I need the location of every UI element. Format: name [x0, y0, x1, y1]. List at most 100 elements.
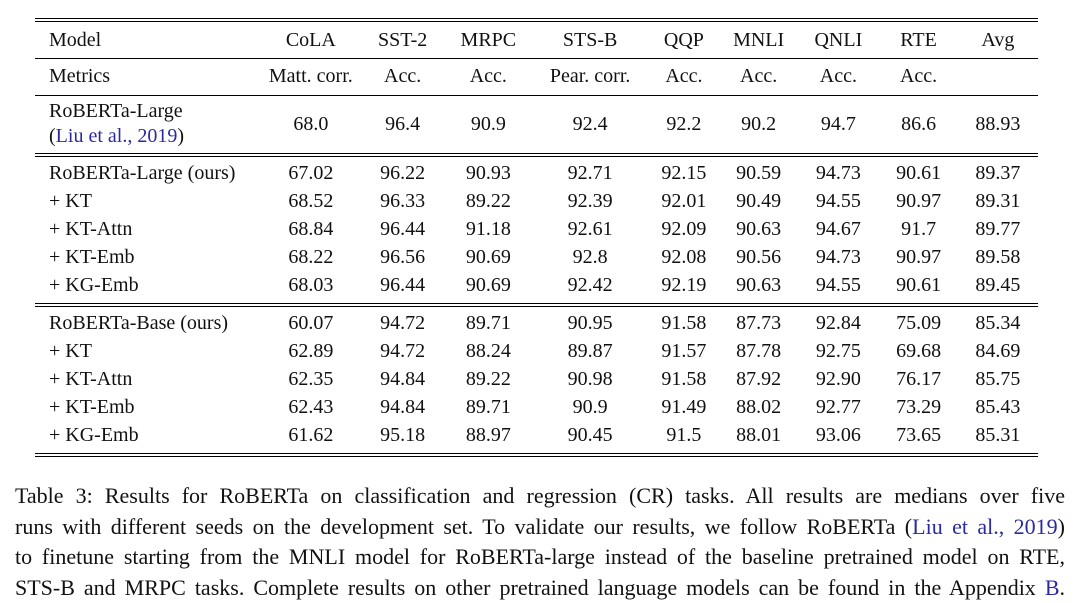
value-cell: 92.90: [815, 368, 861, 390]
value-cell: 68.52: [288, 190, 334, 212]
caption-text: runs with different seeds on the develop…: [15, 513, 913, 539]
table-row: + KT-Emb 68.22 96.56 90.69 92.8 92.08 90.56 94.…: [35, 244, 1038, 272]
caption-line: Table 3: Results for RoBERTa on classifi…: [15, 481, 1065, 512]
table-row: RoBERTa-Base (ours) 60.07 94.72 89.71 90.95 9…: [35, 305, 1038, 338]
model-name: + KG-Emb: [49, 274, 139, 296]
value-cell: 61.62: [288, 424, 334, 446]
value-cell: 96.56: [380, 246, 426, 268]
value-cell: 93.06: [815, 424, 861, 446]
table-row: + KG-Emb 61.62 95.18 88.97 90.45 91.5 88.01 93.…: [35, 422, 1038, 456]
value-cell: 94.84: [380, 396, 426, 418]
value-cell: 90.69: [465, 274, 511, 296]
metric-header: Pear. corr.: [549, 65, 631, 87]
value-cell: 60.07: [288, 312, 334, 334]
value-cell: 88.93: [975, 112, 1021, 135]
value-cell: 91.58: [661, 312, 707, 334]
value-cell: 90.9: [572, 396, 608, 418]
value-cell: 92.19: [661, 274, 707, 296]
value-cell: 91.57: [661, 340, 707, 362]
value-cell: 96.4: [385, 112, 421, 135]
model-column-header: Model: [49, 29, 102, 51]
column-header-sts-b: STS-B: [562, 29, 618, 51]
value-cell: 90.98: [567, 368, 613, 390]
model-cell: + KT-Emb: [35, 394, 261, 422]
model-cell: RoBERTa-Base (ours): [35, 305, 261, 338]
value-cell: 62.43: [288, 396, 334, 418]
model-cell: + KG-Emb: [35, 422, 261, 456]
citation-link[interactable]: Liu et al., 2019: [55, 125, 178, 147]
value-cell: 94.55: [815, 274, 861, 296]
value-cell: 94.72: [380, 312, 426, 334]
model-cell: RoBERTa-Large (ours): [35, 155, 261, 188]
metrics-row: Metrics Matt. corr. Acc. Acc. Pear. corr. Ac…: [35, 59, 1038, 96]
column-header-qqp: QQP: [663, 29, 704, 51]
model-name: + KT: [49, 340, 92, 362]
value-cell: 90.69: [465, 246, 511, 268]
table-row: + KT 62.89 94.72 88.24 89.87 91.57 87.78 92.75 6…: [35, 338, 1038, 366]
value-cell: 90.93: [465, 162, 511, 184]
table-row: + KT-Attn 62.35 94.84 89.22 90.98 91.58 87.92 9…: [35, 366, 1038, 394]
value-cell: 68.84: [288, 218, 334, 240]
table-row: + KT-Attn 68.84 96.44 91.18 92.61 92.09 90.63 9…: [35, 216, 1038, 244]
value-cell: 90.61: [896, 274, 942, 296]
value-cell: 87.73: [736, 312, 782, 334]
value-cell: 88.97: [465, 424, 511, 446]
value-cell: 69.68: [896, 340, 942, 362]
caption-text: (: [49, 125, 56, 147]
column-header-avg: Avg: [981, 29, 1015, 51]
value-cell: 91.58: [661, 368, 707, 390]
model-cell: + KT-Attn: [35, 366, 261, 394]
value-cell: 94.55: [815, 190, 861, 212]
column-header-rte: RTE: [900, 29, 937, 51]
value-cell: 92.2: [666, 112, 702, 135]
value-cell: 92.01: [661, 190, 707, 212]
model-name: + KT-Attn: [49, 368, 133, 390]
value-cell: 84.69: [975, 340, 1021, 362]
metric-header: Acc.: [819, 65, 857, 87]
value-cell: 89.58: [975, 246, 1021, 268]
value-cell: 88.24: [465, 340, 511, 362]
value-cell: 62.35: [288, 368, 334, 390]
value-cell: 89.77: [975, 218, 1021, 240]
value-cell: 92.39: [567, 190, 613, 212]
model-name: + KG-Emb: [49, 424, 139, 446]
value-cell: 91.18: [465, 218, 511, 240]
model-name: RoBERTa-Large: [49, 100, 183, 122]
value-cell: 62.89: [288, 340, 334, 362]
citation-link[interactable]: Liu et al., 2019: [912, 513, 1058, 539]
value-cell: 94.67: [815, 218, 861, 240]
value-cell: 92.61: [567, 218, 613, 240]
value-cell: 90.45: [567, 424, 613, 446]
metric-header: Acc.: [665, 65, 703, 87]
caption-text: .: [1059, 574, 1066, 600]
section-roberta-large: RoBERTa-Large (ours) 67.02 96.22 90.93 92.71…: [35, 155, 1038, 305]
value-cell: 85.31: [975, 424, 1021, 446]
value-cell: 89.87: [567, 340, 613, 362]
value-cell: 67.02: [288, 162, 334, 184]
metric-header: Acc.: [384, 65, 422, 87]
column-header-sst-2: SST-2: [377, 29, 428, 51]
value-cell: 73.65: [896, 424, 942, 446]
model-name: + KT: [49, 190, 92, 212]
caption-line: STS-B and MRPC tasks. Complete results o…: [15, 573, 1065, 603]
model-cell: + KT: [35, 338, 261, 366]
table-row: RoBERTa-Large (ours) 67.02 96.22 90.93 92.71…: [35, 155, 1038, 188]
caption-text: ): [177, 125, 184, 147]
value-cell: 90.61: [896, 162, 942, 184]
value-cell: 89.37: [975, 162, 1021, 184]
model-name: RoBERTa-Large (ours): [49, 162, 236, 184]
caption-text: ): [1057, 513, 1065, 539]
appendix-link[interactable]: B: [1044, 574, 1060, 600]
value-cell: 96.33: [380, 190, 426, 212]
value-cell: 90.95: [567, 312, 613, 334]
value-cell: 85.34: [975, 312, 1021, 334]
value-cell: 96.44: [380, 218, 426, 240]
model-name: + KT-Emb: [49, 246, 135, 268]
table-row: + KT-Emb 62.43 94.84 89.71 90.9 91.49 88.02 92.…: [35, 394, 1038, 422]
column-header-qnli: QNLI: [814, 29, 863, 51]
metric-header: Acc.: [899, 65, 938, 87]
value-cell: 89.31: [975, 190, 1021, 212]
value-cell: 89.71: [465, 312, 511, 334]
metrics-row-label: Metrics: [49, 65, 111, 87]
